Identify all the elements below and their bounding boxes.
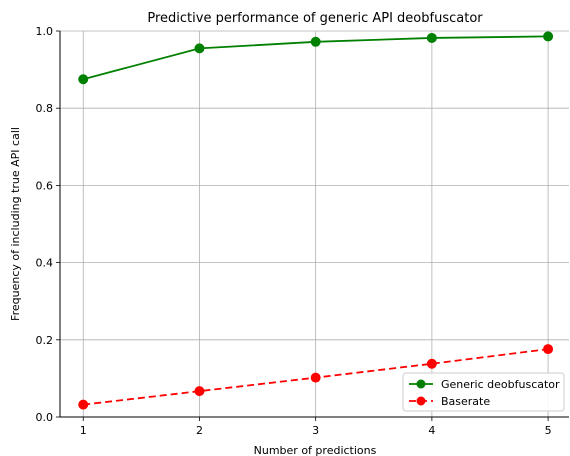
data-point [543,31,554,42]
series-2 [78,344,554,410]
series-1 [78,31,554,85]
y-tick-label: 0.2 [36,334,54,347]
legend-marker [416,396,426,406]
x-tick-label: 1 [80,424,87,437]
data-point [426,32,437,43]
y-axis-label: Frequency of including true API call [9,127,22,321]
y-tick-label: 1.0 [36,25,54,38]
legend-box [402,372,565,412]
y-tick-label: 0.0 [36,411,54,424]
data-point [78,399,89,410]
data-point [310,36,321,47]
x-tick-label: 4 [428,424,435,437]
x-tick-label: 5 [545,424,552,437]
series-layer [78,31,554,410]
data-point [194,386,205,397]
y-tick-label: 0.6 [36,179,54,192]
y-tick-label: 0.8 [36,102,54,115]
data-point [310,372,321,383]
data-point [78,74,89,85]
tick-labels: 1 2 3 4 5 0.0 0.2 0.4 0.6 0.8 1.0 [36,25,552,437]
data-point [426,358,437,369]
x-tick-label: 3 [312,424,319,437]
legend-entry: Baserate [409,395,490,408]
legend-label: Baserate [441,395,490,408]
legend-entry: Generic deobfuscator [409,378,560,391]
data-point [194,43,205,54]
x-tick-label: 2 [196,424,203,437]
legend-label: Generic deobfuscator [441,378,560,391]
axes [56,30,569,421]
grid [60,30,569,418]
data-point [543,344,554,355]
legend: Generic deobfuscator Baserate [402,372,565,412]
y-tick-label: 0.4 [36,257,54,270]
legend-marker [416,379,426,389]
chart-title: Predictive performance of generic API de… [147,11,483,26]
x-axis-label: Number of predictions [254,444,377,456]
